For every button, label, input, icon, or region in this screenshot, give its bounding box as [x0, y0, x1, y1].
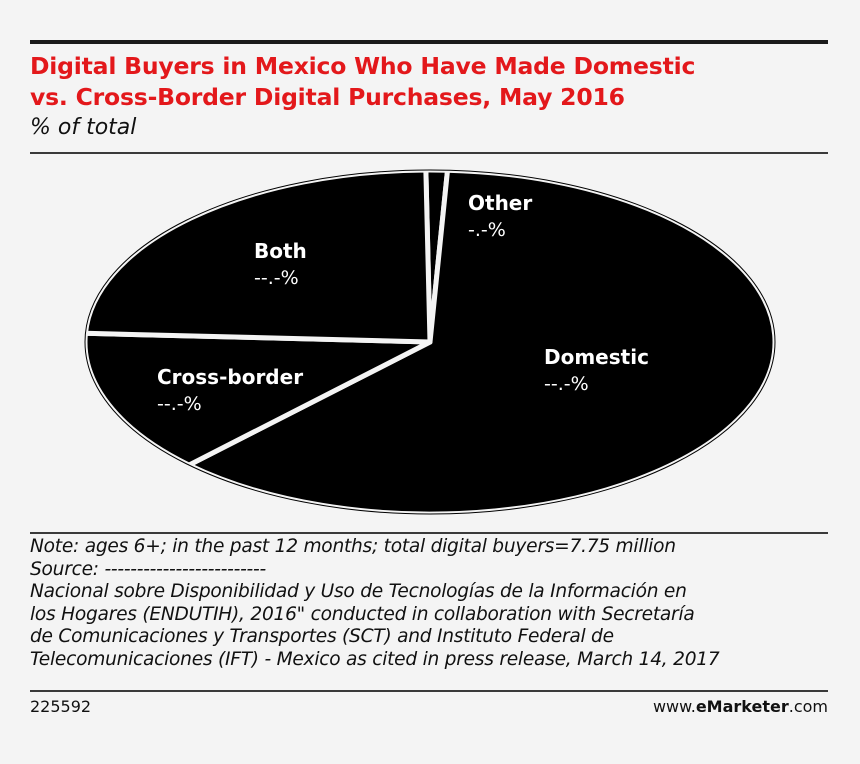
note-line-6: Telecomunicaciones (IFT) - Mexico as cit…: [30, 648, 720, 670]
note-line-5: de Comunicaciones y Transportes (SCT) an…: [30, 626, 614, 647]
header-rule: [30, 152, 828, 154]
pie-labels: Other -.-% Domestic --.-% Cross-border --.-% B…: [157, 191, 649, 415]
brand-prefix: www.: [652, 697, 696, 716]
slice-value-cross-border: --.-%: [157, 393, 202, 415]
slice-value-both: --.-%: [254, 267, 299, 289]
notes-rule: [30, 532, 828, 534]
chart-id: 225592: [30, 697, 92, 716]
chart-title: Digital Buyers in Mexico Who Have Made D…: [30, 51, 830, 113]
note-line-2: Source: -------------------------: [30, 558, 266, 580]
note-line-3: Nacional sobre Disponibilidad y Uso de T…: [30, 581, 687, 602]
slice-label-domestic: Domestic: [544, 345, 649, 369]
top-rule: [30, 40, 828, 44]
brand-link[interactable]: www.eMarketer.com: [653, 697, 828, 716]
chart-title-line-1: Digital Buyers in Mexico Who Have Made D…: [30, 52, 696, 80]
note-line-4: los Hogares (ENDUTIH), 2016" conducted i…: [30, 603, 695, 625]
chart-title-line-2: vs. Cross-Border Digital Purchases, May …: [30, 83, 625, 111]
chart-subtitle: % of total: [30, 115, 137, 140]
pie-slices: [82, 167, 778, 517]
slice-label-cross-border: Cross-border: [157, 365, 303, 389]
slice-label-other: Other: [468, 191, 532, 215]
brand-suffix: .com: [788, 697, 828, 716]
slice-value-domestic: --.-%: [544, 373, 589, 395]
note-line-1: Note: ages 6+; in the past 12 months; to…: [30, 536, 676, 557]
slice-label-both: Both: [254, 239, 307, 263]
slice-value-other: -.-%: [468, 219, 506, 241]
footer-rule: [30, 690, 828, 692]
brand-name: eMarketer: [695, 697, 789, 716]
pie-outline: [84, 169, 776, 515]
source-note: Note: ages 6+; in the past 12 months; to…: [30, 536, 835, 671]
